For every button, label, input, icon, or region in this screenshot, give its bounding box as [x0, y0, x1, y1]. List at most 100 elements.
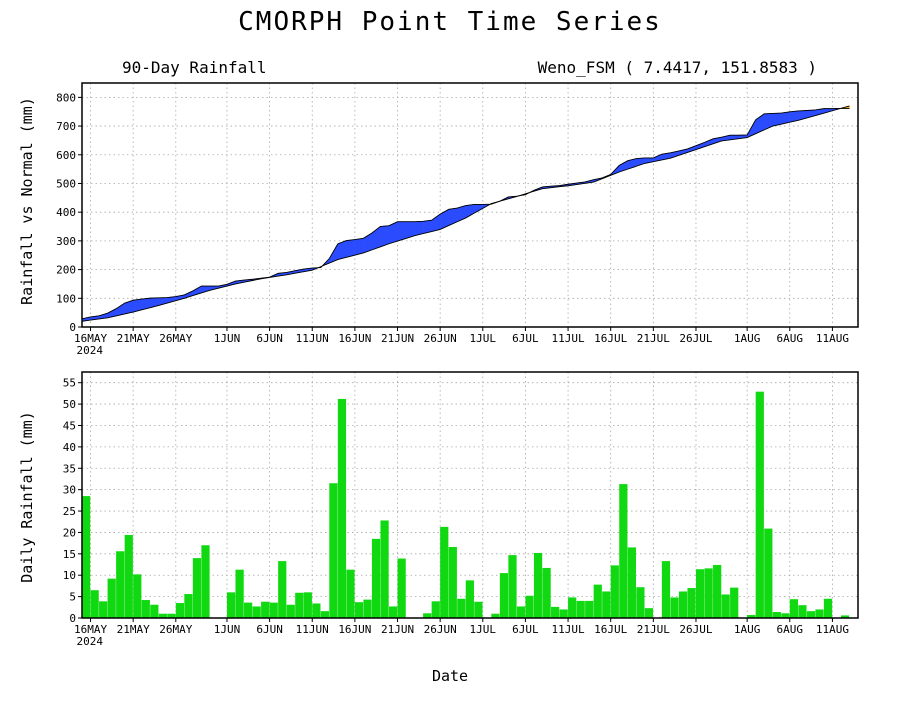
- top-year-label: 2024: [77, 344, 104, 357]
- bottom-y-tick-label: 15: [63, 548, 76, 561]
- daily-rainfall-bar: [602, 591, 610, 618]
- daily-rainfall-bar: [713, 565, 721, 618]
- bottom-y-axis-label: Daily Rainfall (mm): [18, 411, 36, 583]
- bottom-y-tick-label: 55: [63, 377, 76, 390]
- daily-rainfall-bar: [457, 599, 465, 618]
- daily-rainfall-bar: [184, 594, 192, 618]
- bottom-x-tick-label: 21JUN: [381, 623, 414, 636]
- daily-rainfall-bar: [432, 601, 440, 618]
- daily-rainfall-bar: [440, 527, 448, 618]
- daily-rainfall-bar: [798, 605, 806, 618]
- bottom-x-tick-label: 26JUN: [424, 623, 457, 636]
- daily-rainfall-bar: [474, 602, 482, 618]
- surplus-area: [346, 240, 355, 258]
- surplus-area: [398, 222, 407, 241]
- surplus-area: [764, 113, 773, 129]
- surplus-area: [449, 208, 458, 226]
- daily-rainfall-bar: [244, 603, 252, 618]
- bottom-x-tick-label: 1AUG: [734, 623, 761, 636]
- daily-rainfall-bar: [133, 574, 141, 618]
- daily-rainfall-bar: [722, 594, 730, 618]
- daily-rainfall-bar: [355, 602, 363, 618]
- daily-rainfall-bar: [304, 592, 312, 618]
- daily-rainfall-bar: [176, 603, 184, 618]
- daily-rainfall-bar: [235, 570, 243, 618]
- top-y-tick-label: 500: [56, 177, 76, 190]
- daily-rainfall-bar: [500, 573, 508, 618]
- daily-rainfall-bar: [730, 588, 738, 618]
- daily-rainfall-bar: [594, 585, 602, 618]
- daily-rainfall-bar: [645, 608, 653, 618]
- bottom-y-tick-label: 20: [63, 526, 76, 539]
- daily-rainfall-bar: [466, 580, 474, 618]
- bottom-x-tick-label: 11JUL: [552, 623, 585, 636]
- daily-rainfall-bar: [125, 535, 133, 618]
- daily-rainfall-bar: [329, 483, 337, 618]
- bottom-y-tick-label: 45: [63, 419, 76, 432]
- daily-rainfall-bar: [585, 601, 593, 618]
- daily-rainfall-bar: [363, 600, 371, 618]
- daily-rainfall-bar: [542, 568, 550, 618]
- daily-rainfall-bar: [338, 399, 346, 618]
- daily-rainfall-bar: [380, 520, 388, 618]
- bottom-y-tick-label: 50: [63, 398, 76, 411]
- top-y-tick-label: 400: [56, 206, 76, 219]
- daily-rainfall-bar: [261, 602, 269, 618]
- daily-rainfall-bar: [278, 561, 286, 618]
- daily-rainfall-bar: [517, 606, 525, 618]
- daily-rainfall-bar: [824, 599, 832, 618]
- top-y-tick-label: 700: [56, 120, 76, 133]
- top-x-tick-label: 26JUN: [424, 332, 457, 345]
- top-x-tick-label: 6AUG: [777, 332, 804, 345]
- daily-rainfall-bar: [611, 565, 619, 618]
- top-x-tick-label: 26MAY: [159, 332, 192, 345]
- subtitle-location: Weno_FSM ( 7.4417, 151.8583 ): [538, 58, 817, 77]
- bottom-x-tick-label: 1JUL: [470, 623, 497, 636]
- bottom-year-label: 2024: [77, 635, 104, 648]
- top-x-tick-label: 6JUL: [512, 332, 539, 345]
- bottom-y-tick-label: 40: [63, 441, 76, 454]
- daily-rainfall-bar: [372, 539, 380, 618]
- top-y-tick-label: 800: [56, 91, 76, 104]
- daily-rainfall-bar: [551, 607, 559, 618]
- top-y-tick-label: 200: [56, 264, 76, 277]
- bottom-x-tick-label: 1JUN: [214, 623, 241, 636]
- top-x-tick-label: 11AUG: [816, 332, 849, 345]
- daily-rainfall-bar: [201, 545, 209, 618]
- top-x-tick-label: 11JUN: [296, 332, 329, 345]
- bottom-x-tick-label: 16JUN: [338, 623, 371, 636]
- bottom-x-tick-label: 11AUG: [816, 623, 849, 636]
- daily-rainfall-bar: [790, 599, 798, 618]
- top-x-tick-label: 1JUL: [470, 332, 497, 345]
- bottom-x-tick-label: 21MAY: [117, 623, 150, 636]
- daily-rainfall-bar: [150, 605, 158, 618]
- daily-rainfall-bar: [687, 588, 695, 618]
- daily-rainfall-bar: [142, 600, 150, 618]
- top-y-tick-label: 600: [56, 149, 76, 162]
- bottom-y-tick-label: 10: [63, 569, 76, 582]
- daily-rainfall-bar: [815, 609, 823, 618]
- daily-rainfall-bar: [108, 579, 116, 618]
- daily-rainfall-bar: [577, 601, 585, 618]
- surplus-area: [380, 226, 389, 247]
- daily-rainfall-bar: [756, 392, 764, 618]
- bottom-y-tick-label: 35: [63, 462, 76, 475]
- top-x-tick-label: 11JUL: [552, 332, 585, 345]
- bottom-y-tick-label: 25: [63, 505, 76, 518]
- daily-rainfall-bar: [270, 603, 278, 618]
- surplus-area: [355, 238, 364, 255]
- daily-rainfall-bar: [764, 529, 772, 618]
- bottom-x-tick-label: 16JUL: [594, 623, 627, 636]
- top-y-axis-label: Rainfall vs Normal (mm): [18, 97, 36, 305]
- daily-rainfall-bar: [193, 558, 201, 618]
- top-x-tick-label: 6JUN: [256, 332, 283, 345]
- daily-rainfall-bar: [636, 587, 644, 618]
- top-y-tick-label: 100: [56, 292, 76, 305]
- daily-rainfall-bar: [508, 555, 516, 618]
- daily-rainfall-bar: [287, 605, 295, 618]
- subtitle-period: 90-Day Rainfall: [122, 58, 267, 77]
- bottom-x-tick-label: 6JUL: [512, 623, 539, 636]
- top-x-tick-label: 21MAY: [117, 332, 150, 345]
